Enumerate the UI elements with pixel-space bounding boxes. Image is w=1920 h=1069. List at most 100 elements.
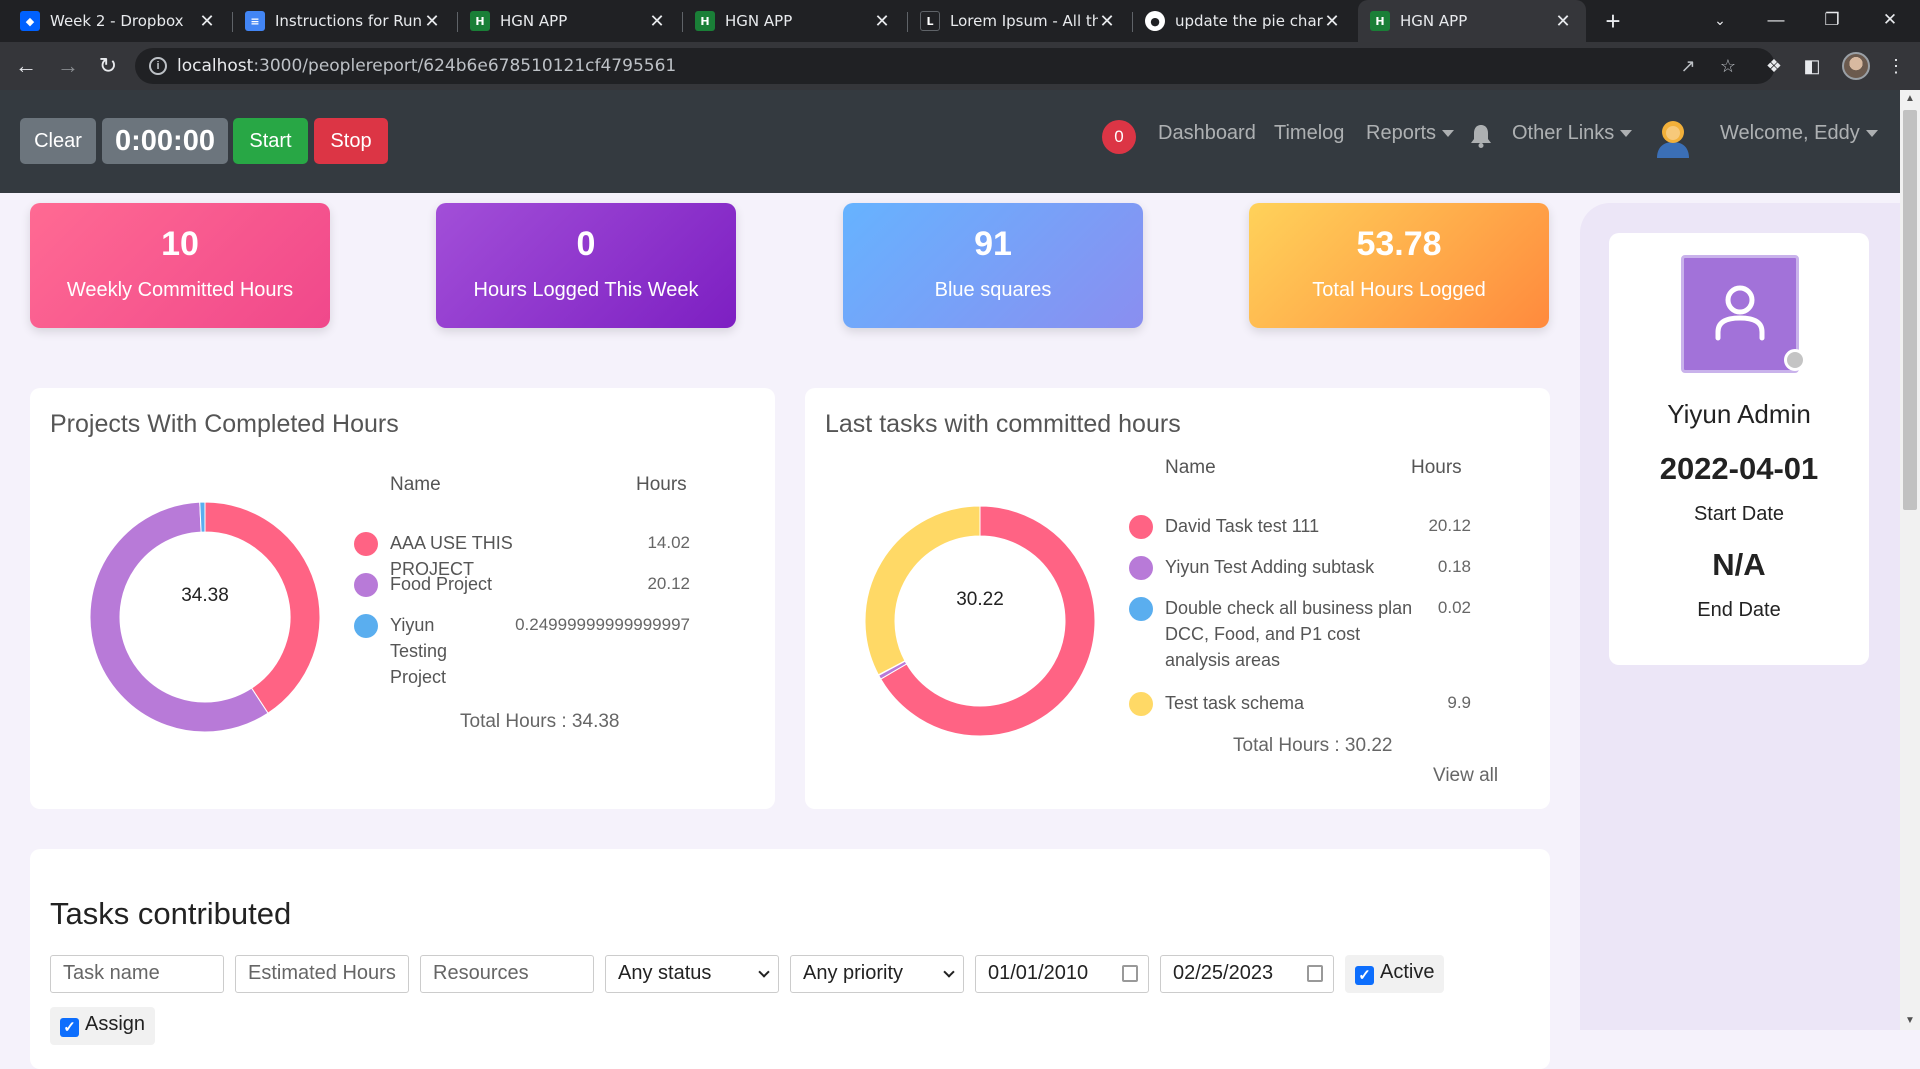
notification-count-badge[interactable]: 0 <box>1102 120 1136 154</box>
tasks-contributed-panel: Tasks contributed Task name Estimated Ho… <box>30 849 1550 1069</box>
hgn-icon: H <box>695 11 715 31</box>
user-avatar-icon[interactable] <box>1654 118 1692 158</box>
bookmark-star-icon[interactable]: ☆ <box>1719 56 1737 76</box>
view-all-link[interactable]: View all <box>1433 765 1499 786</box>
address-bar-row: ← → ↻ i localhost:3000/peoplereport/624b… <box>0 42 1920 90</box>
back-icon[interactable]: ← <box>15 53 37 78</box>
stat-label: Blue squares <box>934 279 1052 301</box>
legend-color-dot <box>354 532 378 556</box>
tab-separator <box>457 12 458 32</box>
assign-checkbox[interactable]: ✓ <box>60 1018 79 1037</box>
stat-label: Total Hours Logged <box>1312 279 1486 301</box>
project-slice-0[interactable] <box>204 501 321 714</box>
tab-title: update the pie chart c <box>1175 12 1323 30</box>
legend-item-name: AAA USE THIS PROJECT <box>390 533 513 579</box>
status-select[interactable]: Any status <box>605 955 779 993</box>
task-slice-3[interactable] <box>864 505 981 676</box>
side-panel-icon[interactable]: ◧ <box>1803 56 1821 76</box>
close-tab-icon[interactable]: ✕ <box>874 10 890 32</box>
forward-icon[interactable]: → <box>57 53 79 78</box>
from-date-input[interactable]: 01/01/2010 <box>975 955 1149 993</box>
browser-tab-active[interactable]: H HGN APP ✕ <box>1358 0 1586 42</box>
task-name-filter-input[interactable]: Task name <box>50 955 224 993</box>
browser-profile-avatar[interactable] <box>1842 52 1870 80</box>
project-slice-1[interactable] <box>89 501 269 733</box>
active-checkbox-group[interactable]: ✓ Active <box>1345 955 1445 993</box>
nav-other-links-dropdown[interactable]: Other Links <box>1512 122 1633 145</box>
browser-tab[interactable]: ◆ Week 2 - Dropbox ✕ <box>8 0 230 42</box>
close-window-icon[interactable]: ✕ <box>1882 10 1898 29</box>
close-tab-icon[interactable]: ✕ <box>649 10 665 32</box>
assign-checkbox-group[interactable]: ✓ Assign <box>50 1007 156 1045</box>
browser-menu-icon[interactable]: ⋮ <box>1887 56 1905 76</box>
reload-icon[interactable]: ↻ <box>98 53 118 78</box>
browser-tab[interactable]: L Lorem Ipsum - All the ✕ <box>908 0 1130 42</box>
stat-card-total-hours: 53.78 Total Hours Logged <box>1249 203 1549 328</box>
chevron-down-icon <box>1865 130 1878 138</box>
legend-color-dot <box>1129 515 1153 539</box>
stop-timer-button[interactable]: Stop <box>314 118 388 164</box>
browser-tab[interactable]: H HGN APP ✕ <box>458 0 680 42</box>
timer-display[interactable]: 0:00:00 <box>102 118 228 164</box>
profile-avatar <box>1681 255 1799 373</box>
legend-item-hours: 0.24999999999999997 <box>515 615 690 634</box>
share-icon[interactable]: ↗ <box>1680 56 1696 76</box>
scroll-up-icon[interactable]: ▲ <box>1905 93 1915 104</box>
stat-card-blue-squares: 91 Blue squares <box>843 203 1143 328</box>
legend-item-hours: 0.18 <box>1437 557 1471 576</box>
legend-item-name: Test task schema <box>1165 693 1305 713</box>
new-tab-button[interactable]: + <box>1605 6 1621 36</box>
restore-icon[interactable]: ❐ <box>1824 10 1840 29</box>
legend-item-hours: 20.12 <box>647 574 690 593</box>
tab-title: HGN APP <box>1400 12 1468 30</box>
browser-tab[interactable]: ≡ Instructions for Runni ✕ <box>233 0 455 42</box>
nav-dashboard-link[interactable]: Dashboard <box>1158 122 1256 144</box>
calendar-icon[interactable] <box>1307 965 1323 982</box>
legend-item-hours: 20.12 <box>1428 516 1471 535</box>
resources-filter-input[interactable]: Resources <box>420 955 594 993</box>
close-tab-icon[interactable]: ✕ <box>1555 10 1571 32</box>
start-timer-button[interactable]: Start <box>233 118 308 164</box>
clear-timer-button[interactable]: Clear <box>20 118 96 164</box>
calendar-icon[interactable] <box>1122 965 1138 982</box>
legend-item-name: Double check all business plan DCC, Food… <box>1165 598 1413 670</box>
project-slice-2[interactable] <box>199 501 206 533</box>
lipsum-icon: L <box>920 11 940 31</box>
url-bar[interactable]: i localhost:3000/peoplereport/624b6e6785… <box>135 48 1775 84</box>
google-docs-icon: ≡ <box>245 11 265 31</box>
close-tab-icon[interactable]: ✕ <box>424 10 440 32</box>
url-text[interactable]: localhost:3000/peoplereport/624b6e678510… <box>177 56 676 76</box>
scrollbar-thumb[interactable] <box>1903 110 1917 510</box>
legend-item-hours: 0.02 <box>1437 598 1471 617</box>
to-date-input[interactable]: 02/25/2023 <box>1160 955 1334 993</box>
nav-reports-dropdown[interactable]: Reports <box>1366 122 1455 145</box>
tab-separator <box>682 12 683 32</box>
bell-icon[interactable] <box>1470 124 1492 148</box>
scroll-down-icon[interactable]: ▼ <box>1905 1015 1915 1026</box>
chevron-down-icon <box>943 966 955 978</box>
legend-item-name: Yiyun Testing Project <box>390 615 448 687</box>
browser-tab[interactable]: H HGN APP ✕ <box>683 0 905 42</box>
extensions-icon[interactable]: ❖ <box>1765 56 1783 76</box>
browser-tab-strip: ◆ Week 2 - Dropbox ✕ ≡ Instructions for … <box>0 0 1920 42</box>
legend-color-dot <box>1129 597 1153 621</box>
close-tab-icon[interactable]: ✕ <box>199 10 215 32</box>
task-slice-0[interactable] <box>880 505 1096 737</box>
nav-welcome-dropdown[interactable]: Welcome, Eddy <box>1720 122 1878 145</box>
priority-select[interactable]: Any priority <box>790 955 964 993</box>
stat-value: 10 <box>161 225 199 263</box>
page-scrollbar[interactable]: ▲ ▼ <box>1900 90 1920 1030</box>
nav-timelog-link[interactable]: Timelog <box>1274 122 1345 144</box>
close-tab-icon[interactable]: ✕ <box>1099 10 1115 32</box>
estimated-hours-filter-input[interactable]: Estimated Hours <box>235 955 409 993</box>
browser-tab[interactable]: ● update the pie chart c ✕ <box>1133 0 1355 42</box>
legend-color-dot <box>354 573 378 597</box>
site-info-icon[interactable]: i <box>149 57 167 75</box>
presence-status-dot <box>1784 349 1806 371</box>
minimize-icon[interactable]: — <box>1767 10 1785 29</box>
tab-search-icon[interactable]: ⌄ <box>1714 12 1726 28</box>
last-tasks-committed-panel: Last tasks with committed hours 30.22 Na… <box>805 388 1550 809</box>
stat-card-weekly-committed: 10 Weekly Committed Hours <box>30 203 330 328</box>
active-checkbox[interactable]: ✓ <box>1355 966 1374 985</box>
close-tab-icon[interactable]: ✕ <box>1324 10 1340 32</box>
